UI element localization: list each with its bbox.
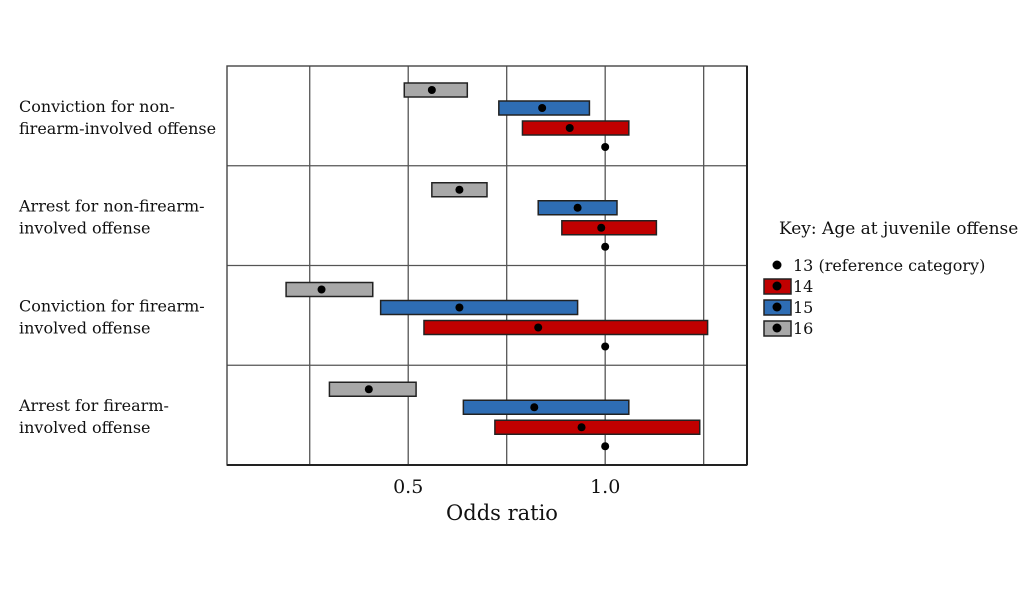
legend: Key: Age at juvenile offense 13 (referen… — [763, 219, 1018, 338]
category-label-line: involved offense — [19, 418, 151, 437]
chart-marks — [285, 82, 709, 451]
reference-point-age-13 — [601, 342, 610, 351]
x-axis-label: Odds ratio — [446, 501, 558, 525]
category-label-line: Conviction for non- — [19, 97, 175, 116]
x-tick-label: 1.0 — [590, 476, 620, 498]
point-estimate-age-14 — [534, 323, 543, 332]
category-label-line: involved offense — [19, 318, 151, 337]
reference-point-age-13 — [601, 143, 610, 151]
legend-swatch-dot — [772, 281, 782, 291]
point-estimate-age-16 — [364, 385, 373, 394]
x-axis-ticks: 0.5 1.0 — [393, 476, 620, 498]
legend-marker-point — [772, 260, 782, 270]
interval-bar-age-15 — [462, 399, 630, 415]
point-estimate-age-15 — [530, 403, 539, 412]
point-estimate-age-14 — [577, 423, 586, 432]
reference-point-age-13 — [601, 242, 610, 251]
interval-bar-age-14 — [521, 120, 630, 136]
interval-bar-age-15 — [379, 299, 579, 316]
point-estimate-age-16 — [427, 86, 436, 94]
point-estimate-age-16 — [317, 285, 326, 294]
point-estimate-age-15 — [455, 303, 464, 312]
x-tick-label: 0.5 — [393, 476, 423, 498]
point-estimate-age-14 — [565, 124, 574, 132]
point-estimate-age-15 — [573, 203, 582, 212]
category-label-line: firearm-involved offense — [19, 119, 216, 138]
point-estimate-age-14 — [597, 223, 606, 232]
point-estimate-age-16 — [455, 185, 464, 194]
category-label-line: involved offense — [19, 219, 151, 238]
legend-swatch-dot — [772, 323, 782, 333]
interval-bar-age-14 — [423, 319, 709, 336]
category-label-line: Conviction for firearm- — [19, 296, 205, 315]
gridlines — [226, 65, 748, 466]
interval-bar-age-14 — [494, 419, 701, 435]
interval-bar-age-14 — [561, 220, 658, 236]
reference-point-age-13 — [601, 442, 610, 451]
point-estimate-age-15 — [538, 104, 547, 112]
category-labels: Conviction for non-firearm-involved offe… — [18, 97, 216, 437]
category-label-line: Arrest for firearm- — [18, 396, 169, 415]
legend-label: 13 (reference category) — [793, 256, 985, 275]
legend-title: Key: Age at juvenile offense — [779, 219, 1018, 239]
category-label-line: Arrest for non-firearm- — [18, 197, 205, 216]
legend-label: 16 — [793, 319, 813, 338]
legend-label: 15 — [793, 298, 813, 317]
legend-label: 14 — [793, 277, 813, 296]
interval-bar-age-16 — [285, 281, 374, 298]
legend-swatch-dot — [772, 302, 782, 312]
